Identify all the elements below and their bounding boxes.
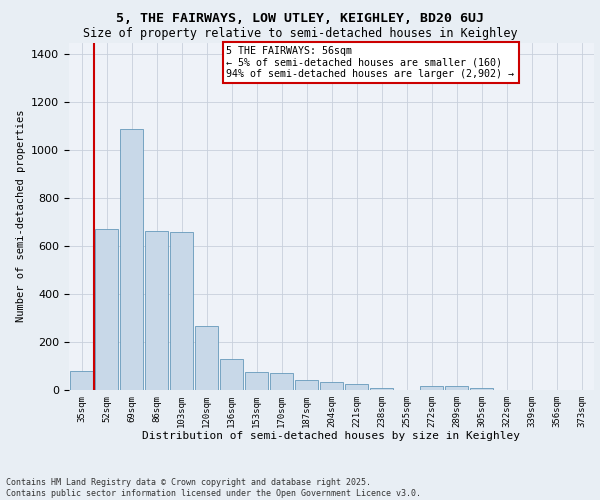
Bar [245,372,268,390]
Y-axis label: Number of semi-detached properties: Number of semi-detached properties [16,110,26,322]
Text: 5 THE FAIRWAYS: 56sqm
← 5% of semi-detached houses are smaller (160)
94% of semi: 5 THE FAIRWAYS: 56sqm ← 5% of semi-detac… [227,46,515,79]
Bar [95,230,118,390]
Text: Size of property relative to semi-detached houses in Keighley: Size of property relative to semi-detach… [83,28,517,40]
Bar [170,232,193,390]
Bar [195,326,218,390]
Bar [220,359,243,390]
X-axis label: Distribution of semi-detached houses by size in Keighley: Distribution of semi-detached houses by … [143,432,521,442]
Bar [420,386,443,390]
Bar [345,384,368,390]
Bar [370,388,393,390]
Bar [270,373,293,390]
Bar [295,380,318,390]
Text: 5, THE FAIRWAYS, LOW UTLEY, KEIGHLEY, BD20 6UJ: 5, THE FAIRWAYS, LOW UTLEY, KEIGHLEY, BD… [116,12,484,26]
Bar [445,386,468,390]
Bar [120,129,143,390]
Bar [470,388,493,390]
Bar [320,382,343,390]
Text: Contains HM Land Registry data © Crown copyright and database right 2025.
Contai: Contains HM Land Registry data © Crown c… [6,478,421,498]
Bar [145,230,168,390]
Bar [70,371,93,390]
